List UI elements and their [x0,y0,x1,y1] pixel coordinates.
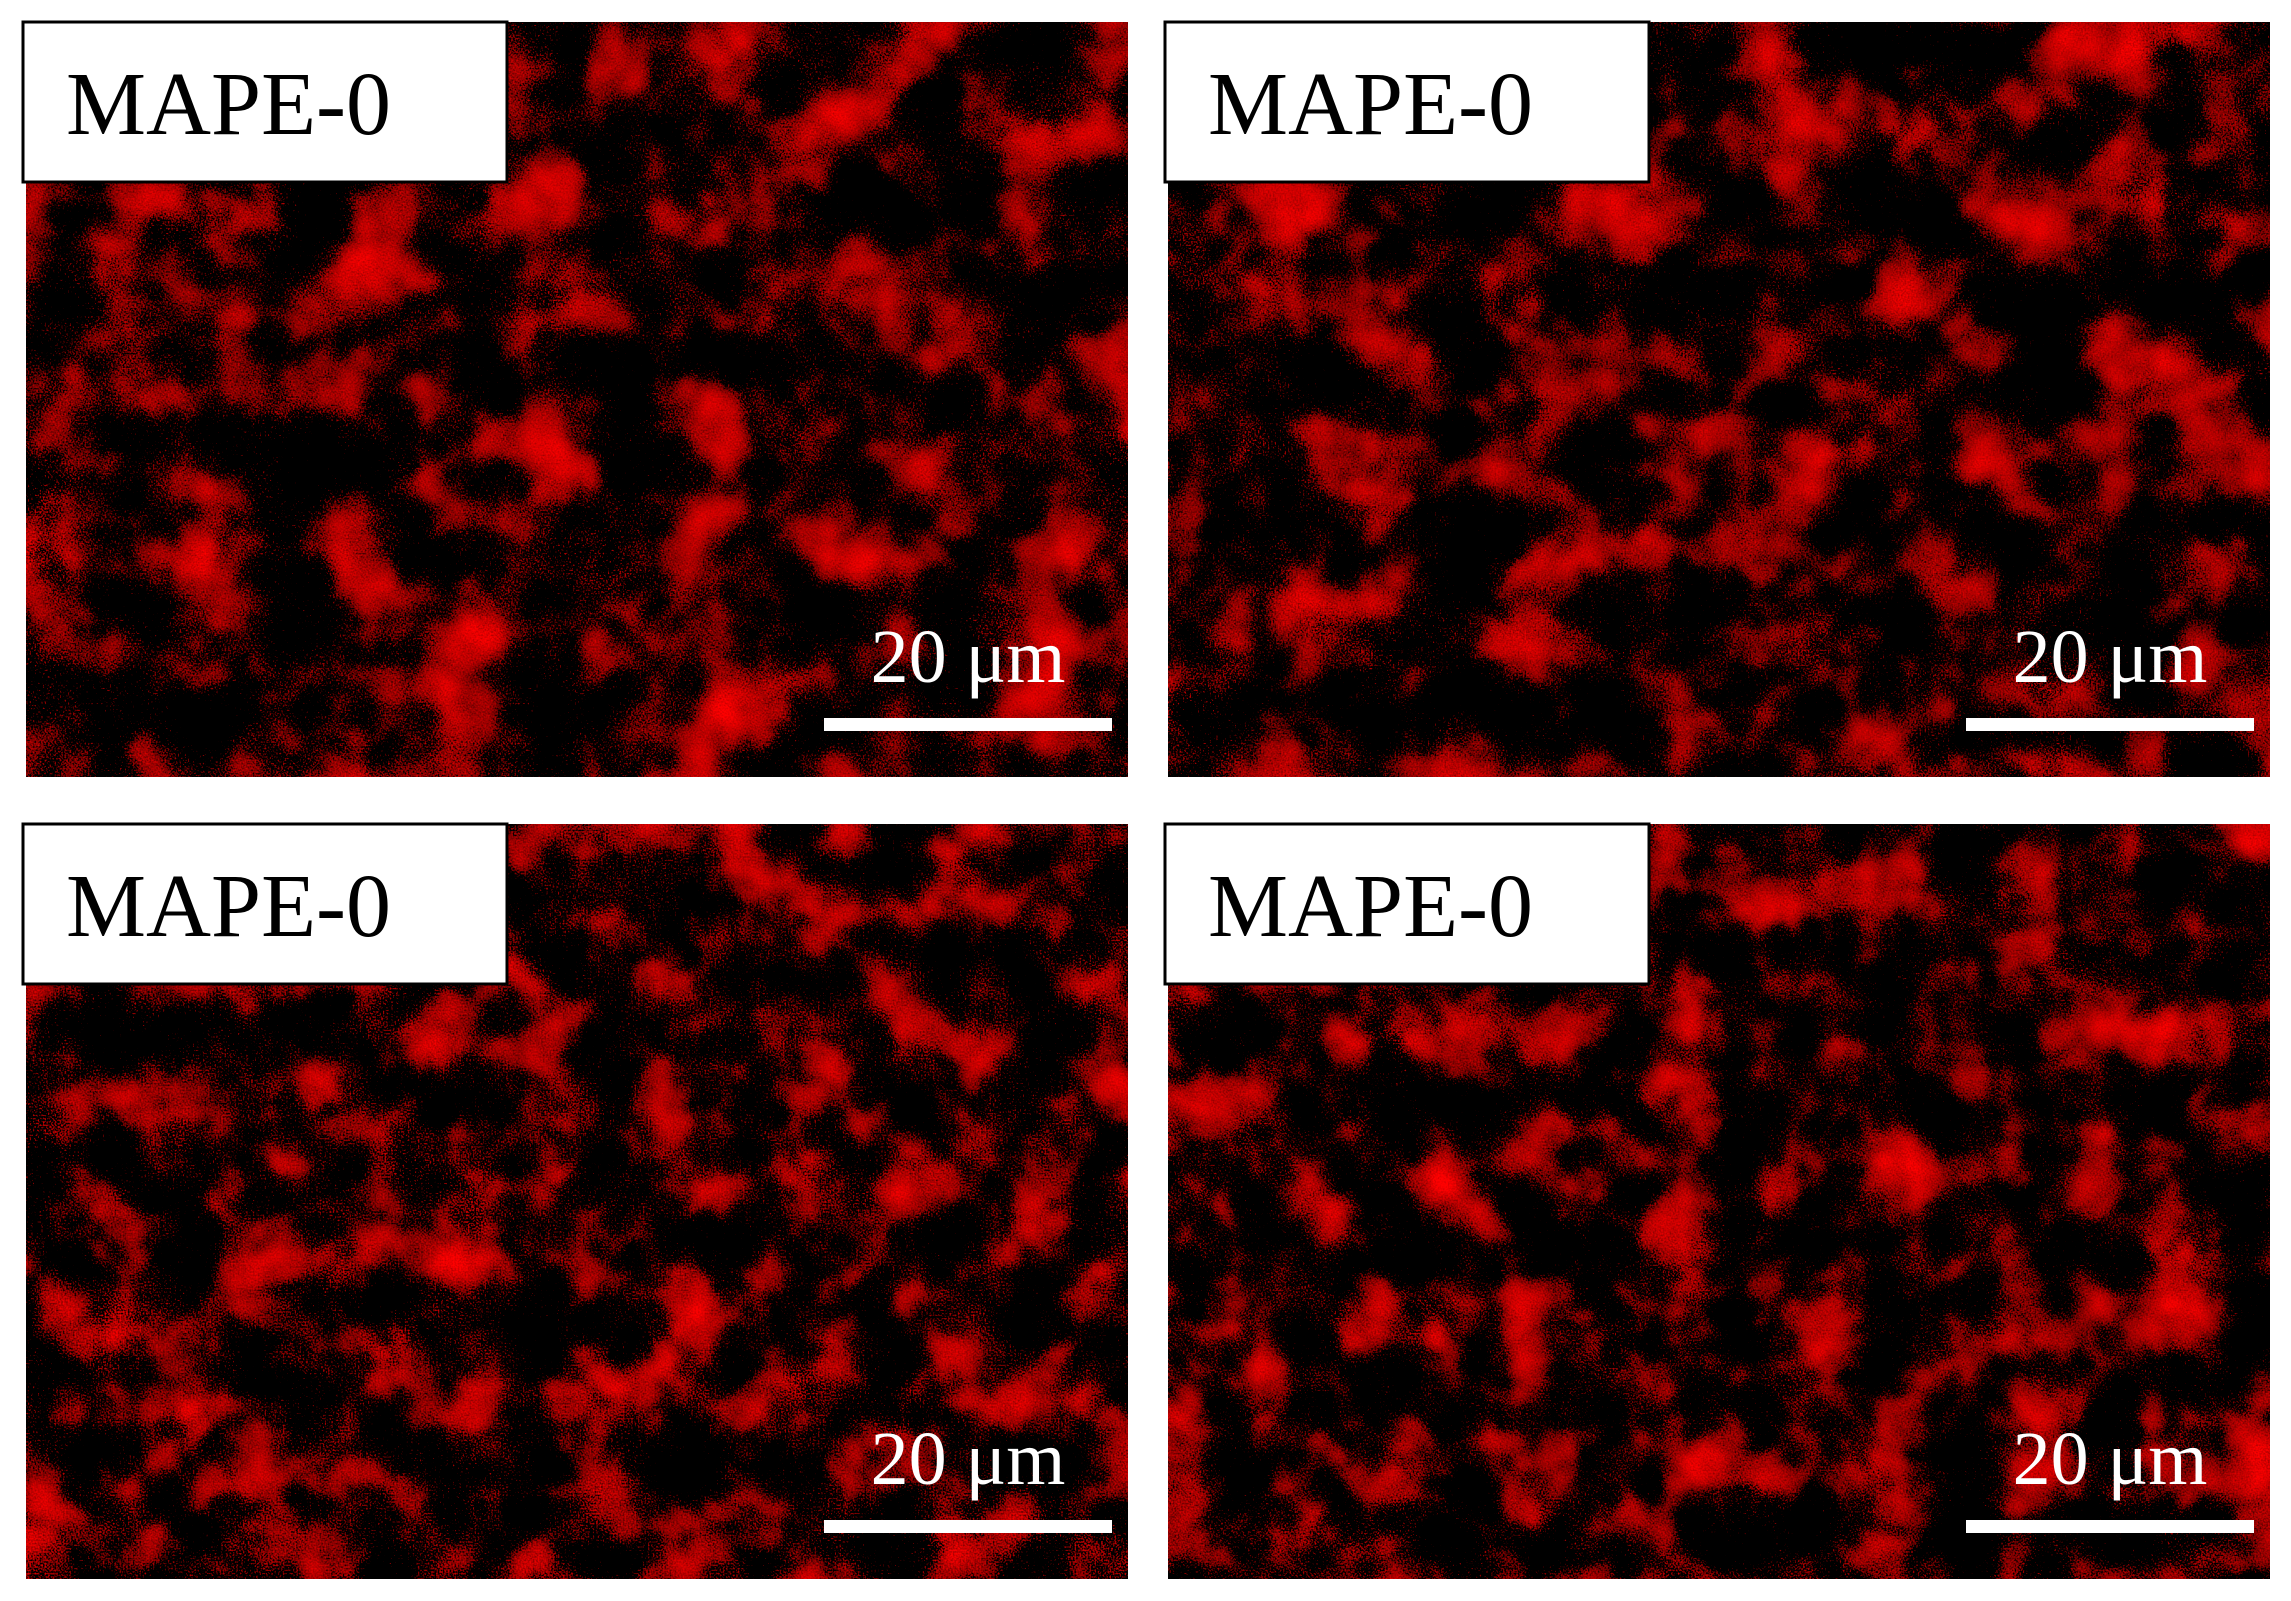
scale-bar [824,718,1112,731]
label-box [21,20,509,184]
panel-label: MAPE-0 [66,55,391,154]
scale-bar [824,1520,1112,1533]
scale-bar [1966,1520,2254,1533]
scale-bar-label: 20 μm [2013,615,2208,699]
scale-bar-label: 20 μm [871,615,1066,699]
scale-bar-label: 20 μm [2013,1417,2208,1501]
scale-bar [1966,718,2254,731]
label-box [21,822,509,986]
eds-panel: MAPE-0 20 μm [21,20,1128,777]
panel-label: MAPE-0 [1208,55,1533,154]
eds-panel: MAPE-0 20 μm [1163,822,2270,1579]
scale-bar-label: 20 μm [871,1417,1066,1501]
label-box [1163,20,1651,184]
label-box [1163,822,1651,986]
eds-panel: MAPE-0 20 μm [21,822,1128,1579]
panel-label: MAPE-0 [1208,857,1533,956]
eds-panel: MAPE-0 20 μm [1163,20,2270,777]
panel-label: MAPE-0 [66,857,391,956]
